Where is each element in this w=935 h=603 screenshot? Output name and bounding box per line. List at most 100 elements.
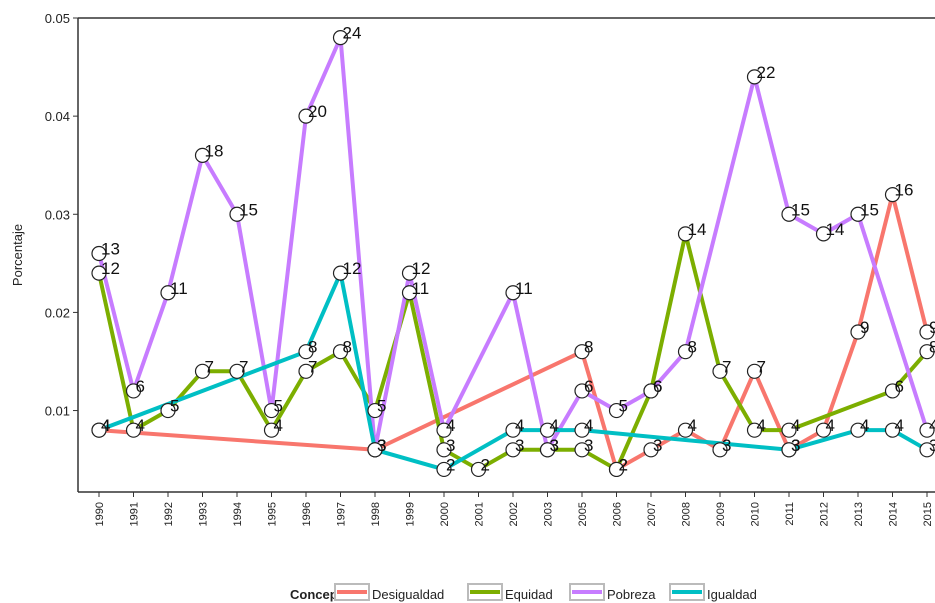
data-point xyxy=(781,442,797,458)
data-point xyxy=(884,422,901,438)
point-count-label: 15 xyxy=(860,200,879,219)
data-point xyxy=(332,30,349,46)
data-point xyxy=(401,285,418,301)
point-count-label: 5 xyxy=(170,397,179,416)
data-point xyxy=(229,363,245,379)
x-tick-label: 1992 xyxy=(163,502,175,526)
legend-label: Desigualdad xyxy=(372,587,444,602)
point-count-label: 20 xyxy=(308,102,327,121)
data-point xyxy=(919,442,935,458)
point-count-label: 4 xyxy=(136,416,145,435)
x-tick-label: 2010 xyxy=(750,502,762,526)
data-point xyxy=(505,442,521,458)
point-count-label: 12 xyxy=(101,259,120,278)
point-count-label: 5 xyxy=(377,397,386,416)
x-tick-label: 1993 xyxy=(198,502,210,526)
data-point xyxy=(574,442,590,458)
point-count-label: 15 xyxy=(791,200,810,219)
data-point xyxy=(919,422,935,438)
data-point xyxy=(746,69,763,85)
data-point xyxy=(91,245,107,262)
point-count-label: 11 xyxy=(170,279,188,298)
y-axis-label: Porcentaje xyxy=(10,224,25,286)
y-tick-label: 0.03 xyxy=(45,207,70,222)
data-point xyxy=(298,363,314,379)
point-count-label: 12 xyxy=(412,259,431,278)
point-count-label: 22 xyxy=(757,63,776,82)
data-point xyxy=(91,422,107,438)
data-point xyxy=(263,402,280,419)
point-count-label: 3 xyxy=(791,436,800,455)
point-count-label: 3 xyxy=(377,436,386,455)
point-count-label: 8 xyxy=(343,338,352,357)
point-count-label: 3 xyxy=(584,436,593,455)
data-point xyxy=(574,422,590,438)
x-tick-label: 2001 xyxy=(474,502,486,526)
point-count-label: 12 xyxy=(343,259,362,278)
data-point xyxy=(919,324,935,340)
data-point xyxy=(436,442,452,458)
point-count-label: 4 xyxy=(860,416,869,435)
x-tick-label: 2003 xyxy=(543,502,555,526)
data-point xyxy=(608,461,625,478)
point-count-label: 4 xyxy=(550,416,559,435)
point-count-label: 2 xyxy=(481,455,490,474)
point-count-label: 7 xyxy=(239,357,248,376)
y-tick-label: 0.02 xyxy=(45,305,70,320)
point-count-label: 6 xyxy=(584,377,593,396)
point-count-label: 4 xyxy=(791,416,800,435)
point-count-label: 3 xyxy=(791,436,800,455)
data-point xyxy=(884,383,901,399)
x-tick-label: 2002 xyxy=(508,502,520,526)
legend-label: Igualdad xyxy=(707,587,757,602)
point-count-label: 6 xyxy=(653,377,662,396)
point-count-label: 11 xyxy=(412,279,430,298)
x-tick-label: 2013 xyxy=(853,502,865,526)
series-line xyxy=(97,35,929,452)
data-point xyxy=(332,265,349,281)
point-count-label: 15 xyxy=(239,200,258,219)
point-count-label: 9 xyxy=(929,318,935,337)
point-count-label: 4 xyxy=(584,416,593,435)
data-point xyxy=(677,344,694,360)
data-point xyxy=(436,461,452,478)
point-count-label: 4 xyxy=(446,416,455,435)
x-tick-label: 1998 xyxy=(370,502,382,526)
point-count-label: 2 xyxy=(446,455,455,474)
data-point xyxy=(194,363,211,379)
data-point xyxy=(677,226,694,242)
x-tick-label: 2009 xyxy=(715,502,727,526)
point-count-label: 3 xyxy=(515,436,524,455)
point-count-label: 16 xyxy=(895,181,914,200)
data-point xyxy=(91,265,107,281)
data-point xyxy=(367,402,383,419)
point-count-label: 7 xyxy=(205,357,214,376)
point-count-label: 3 xyxy=(377,436,386,455)
data-point xyxy=(919,344,935,360)
point-count-label: 4 xyxy=(274,416,283,435)
point-count-label: 8 xyxy=(929,338,935,357)
data-point xyxy=(125,383,142,399)
point-count-label: 7 xyxy=(722,357,731,376)
y-tick-label: 0.04 xyxy=(45,109,70,124)
point-count-label: 4 xyxy=(757,416,766,435)
data-point xyxy=(298,344,314,360)
data-point xyxy=(850,324,866,340)
point-count-label: 5 xyxy=(619,397,628,416)
point-count-label: 6 xyxy=(136,377,145,396)
data-point xyxy=(781,422,797,438)
data-point xyxy=(815,422,832,438)
point-count-label: 3 xyxy=(653,436,662,455)
x-tick-label: 1997 xyxy=(336,502,348,526)
point-count-label: 3 xyxy=(377,436,386,455)
data-point xyxy=(160,402,176,419)
data-point xyxy=(298,108,314,124)
point-count-label: 13 xyxy=(101,240,120,259)
data-point xyxy=(367,442,383,458)
legend-label: Pobreza xyxy=(607,587,656,602)
legend-label: Equidad xyxy=(505,587,553,602)
point-count-label: 18 xyxy=(205,141,224,160)
x-tick-label: 1994 xyxy=(232,502,244,526)
point-count-label: 8 xyxy=(688,338,697,357)
